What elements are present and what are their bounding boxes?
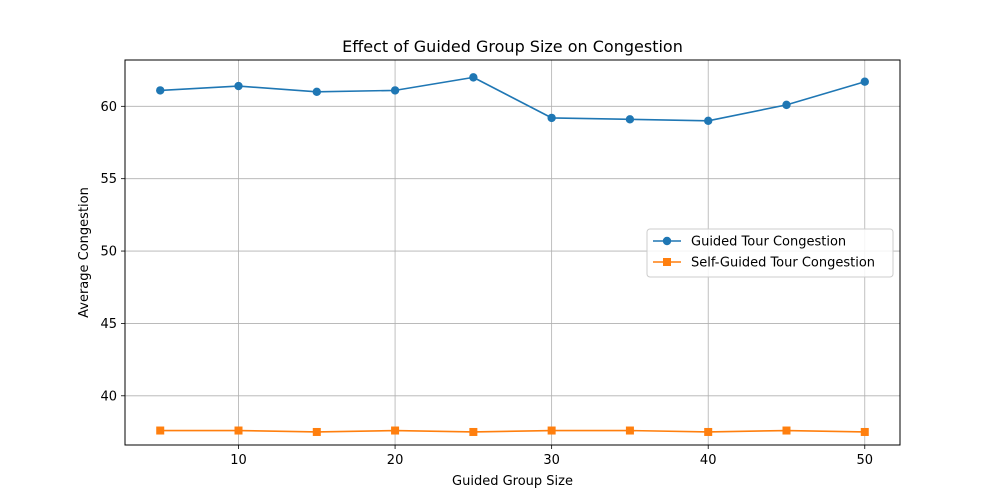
series-1-point <box>860 77 869 86</box>
x-tick-label: 40 <box>700 453 717 468</box>
legend-marker-swatch <box>662 236 672 246</box>
chart-title: Effect of Guided Group Size on Congestio… <box>342 37 683 56</box>
y-tick-label: 55 <box>100 172 117 187</box>
series-1-point <box>390 86 400 95</box>
series-1-point <box>782 100 791 110</box>
x-tick-label: 20 <box>387 453 404 468</box>
x-tick-label: 50 <box>856 453 873 468</box>
series-2-point <box>391 426 400 435</box>
series-2-point <box>860 427 869 436</box>
series-2 <box>156 426 869 436</box>
series-layer <box>156 73 869 436</box>
legend-entry: Self-Guided Tour Congestion <box>653 256 875 271</box>
x-axis-label: Guided Group Size <box>452 474 573 489</box>
axis-ticks: 10 20 30 40 50 40 45 50 55 60 <box>100 100 873 468</box>
series-1-point <box>547 113 556 123</box>
legend-label: Self-Guided Tour Congestion <box>691 256 875 271</box>
grid-lines <box>125 60 900 445</box>
series-2-point <box>469 427 478 436</box>
series-1-point <box>234 81 243 91</box>
series-2-point <box>312 427 321 436</box>
plot-area-frame <box>124 59 901 446</box>
y-tick-label: 40 <box>100 389 117 404</box>
series-1-line <box>160 76 865 122</box>
series-1-point <box>156 86 165 95</box>
y-tick-label: 60 <box>100 100 117 115</box>
y-tick-label: 50 <box>100 245 117 260</box>
series-2-point <box>704 427 713 436</box>
x-tick-label: 30 <box>543 453 560 468</box>
series-2-point <box>156 426 165 435</box>
legend: Guided Tour Congestion Self-Guided Tour C… <box>646 228 894 278</box>
legend-label: Guided Tour Congestion <box>691 235 846 250</box>
series-2-line <box>160 429 865 433</box>
series-1-point <box>312 87 321 97</box>
series-2-point <box>547 426 556 435</box>
series-2-point <box>782 426 791 435</box>
legend-box <box>646 228 894 278</box>
legend-entry: Guided Tour Congestion <box>653 235 846 250</box>
legend-marker-swatch <box>663 258 671 266</box>
series-1 <box>156 73 869 125</box>
series-2-point <box>234 426 243 435</box>
series-2-point <box>625 426 634 435</box>
y-axis-label: Average Congestion <box>77 187 92 318</box>
x-tick-label: 10 <box>230 453 247 468</box>
series-1-point <box>704 116 713 125</box>
series-1-point <box>625 115 635 124</box>
series-1-point <box>469 73 478 82</box>
y-tick-label: 45 <box>100 317 117 332</box>
